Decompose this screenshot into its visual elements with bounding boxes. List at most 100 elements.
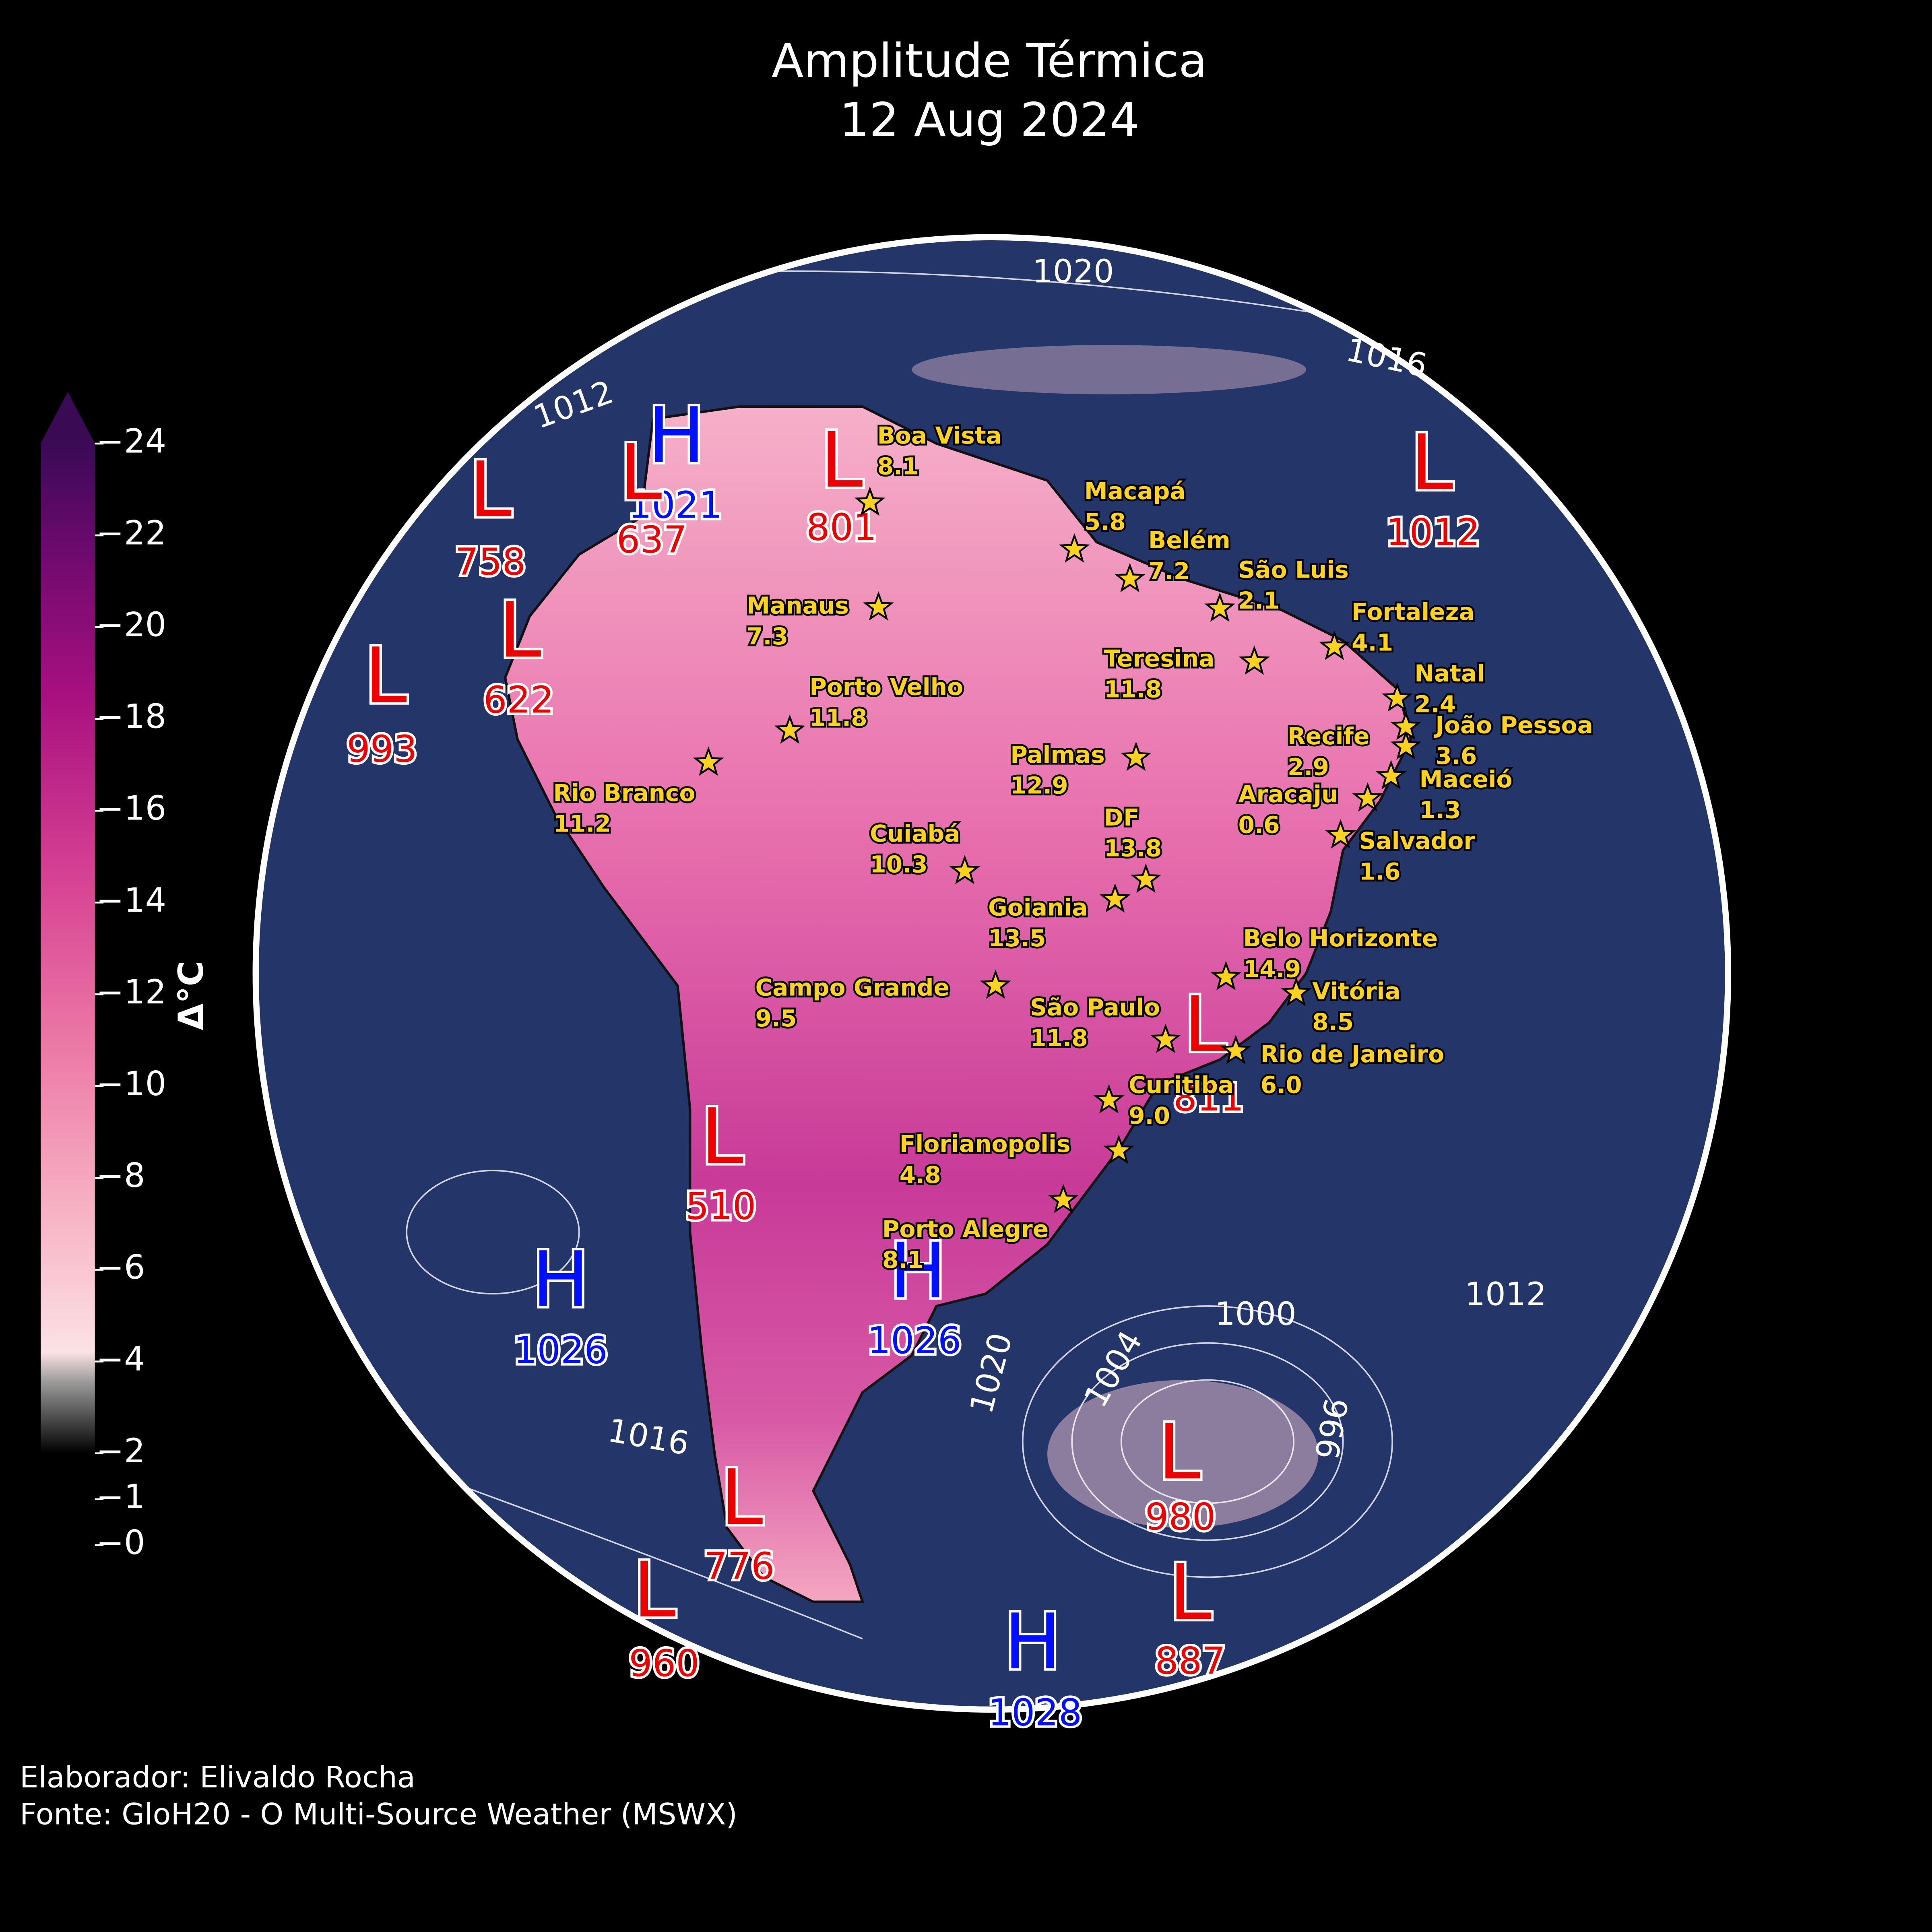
city-name: Rio de Janeiro [1261, 1040, 1445, 1068]
credit: Fonte: GloH20 - O Multi-Source Weather (… [20, 1797, 737, 1831]
city-marker [1048, 1184, 1079, 1214]
city-marker [1220, 1034, 1251, 1064]
colorbar-tick-label: −18 [96, 698, 166, 736]
pressure-center: L [633, 1546, 676, 1635]
city-value: 13.8 [1104, 835, 1162, 862]
pressure-value: 1028 [988, 1691, 1082, 1734]
city-name: Natal [1414, 660, 1485, 687]
pressure-center: L [499, 586, 541, 675]
pressure-center: L [1410, 418, 1453, 507]
city-name: Recife [1288, 722, 1369, 750]
colorbar-tick-label: −0 [96, 1523, 145, 1562]
city-name: Macapá [1084, 477, 1186, 505]
pressure-value: 1021 [628, 484, 722, 527]
city-value: 4.1 [1352, 629, 1393, 656]
city-value: 8.5 [1312, 1008, 1354, 1036]
colorbar-tick-label: −1 [96, 1478, 145, 1516]
city-name: Fortaleza [1352, 598, 1475, 625]
city-marker [854, 486, 886, 516]
pressure-value: 1026 [514, 1329, 608, 1372]
city-value: 7.3 [747, 623, 788, 650]
city-marker [1204, 592, 1236, 622]
pressure-center: L [720, 1453, 763, 1542]
pressure-center: L [1169, 1548, 1212, 1637]
pressure-value: 1012 [1386, 511, 1480, 554]
pressure-center: L [1184, 980, 1226, 1069]
colorbar-tick-label: −20 [96, 606, 166, 644]
colorbar-tick-label: −2 [96, 1432, 145, 1470]
city-value: 10.3 [870, 850, 927, 878]
colorbar-tick-label: −10 [96, 1065, 166, 1103]
city-value: 11.8 [1104, 676, 1162, 703]
city-marker [1099, 883, 1131, 913]
city-marker [980, 969, 1011, 999]
city-name: DF [1104, 804, 1139, 831]
colorbar-tick-label: −8 [96, 1156, 145, 1195]
city-name: Belo Horizonte [1243, 925, 1438, 952]
city-value: 6.0 [1261, 1071, 1302, 1098]
colorbar-label: Δ°C [171, 961, 211, 1030]
pressure-value: 637 [617, 518, 687, 561]
city-name: Porto Alegre [882, 1215, 1049, 1243]
pressure-value: 758 [455, 540, 526, 583]
city-marker [1130, 863, 1162, 893]
pressure-center: L [469, 445, 512, 534]
city-name: Campo Grande [755, 974, 950, 1001]
city-value: 9.5 [755, 1005, 797, 1032]
colorbar-tick-label: −24 [96, 422, 166, 460]
pressure-value: 801 [806, 506, 877, 549]
city-value: 3.6 [1435, 742, 1477, 770]
pressure-center: H [1004, 1598, 1061, 1686]
city-marker [1150, 1024, 1181, 1053]
city-name: Salvador [1359, 827, 1476, 855]
pressure-center: H [532, 1235, 589, 1324]
city-value: 11.2 [553, 810, 611, 837]
city-value: 4.8 [900, 1161, 941, 1189]
colorbar-tick-label: −4 [96, 1340, 145, 1379]
city-value: 7.2 [1148, 557, 1190, 585]
colorbar-tick-label: −16 [96, 789, 166, 828]
city-value: 2.9 [1288, 753, 1329, 781]
city-marker [1390, 730, 1422, 760]
city-value: 1.6 [1359, 858, 1401, 886]
city-marker [1325, 819, 1356, 849]
pressure-value: 960 [629, 1642, 699, 1685]
cloud [1047, 1380, 1319, 1528]
city-name: Porto Velho [809, 673, 963, 701]
isobar-label: 1020 [1032, 253, 1114, 290]
city-name: Teresina [1104, 645, 1215, 672]
city-value: 2.4 [1414, 690, 1456, 718]
city-value: 8.1 [882, 1246, 924, 1274]
city-marker [1352, 782, 1383, 812]
pressure-value: 1026 [867, 1319, 962, 1362]
pressure-value: 622 [483, 678, 554, 721]
city-marker [1238, 645, 1270, 675]
city-marker [693, 746, 724, 776]
city-value: 2.1 [1238, 587, 1280, 614]
colorbar-tick-label: −6 [96, 1248, 145, 1287]
city-name: Rio Branco [553, 779, 695, 807]
city-value: 11.8 [1030, 1024, 1088, 1052]
city-name: Aracaju [1238, 780, 1338, 808]
city-name: Boa Vista [877, 422, 1002, 449]
city-marker [1114, 563, 1146, 592]
city-name: Cuiabá [870, 820, 960, 847]
colorbar-tick-label: −12 [96, 973, 166, 1011]
city-name: São Luis [1238, 556, 1349, 584]
city-value: 1.3 [1420, 797, 1461, 824]
pressure-value: 510 [685, 1185, 756, 1228]
city-name: João Pessoa [1434, 711, 1593, 739]
colorbar-tick-label: −14 [96, 881, 166, 920]
city-marker [1103, 1134, 1135, 1164]
pressure-center: L [1158, 1408, 1201, 1496]
city-marker [1093, 1084, 1125, 1114]
pressure-center: L [619, 428, 662, 517]
pressure-value: 993 [347, 728, 417, 771]
pressure-center: L [364, 632, 407, 720]
city-name: São Paulo [1030, 993, 1160, 1021]
date: 12 Aug 2024 [840, 93, 1139, 147]
south-america [504, 405, 1412, 1603]
pressure-center: L [701, 1092, 743, 1181]
city-marker [1210, 961, 1242, 991]
title: Amplitude Térmica [772, 34, 1207, 88]
